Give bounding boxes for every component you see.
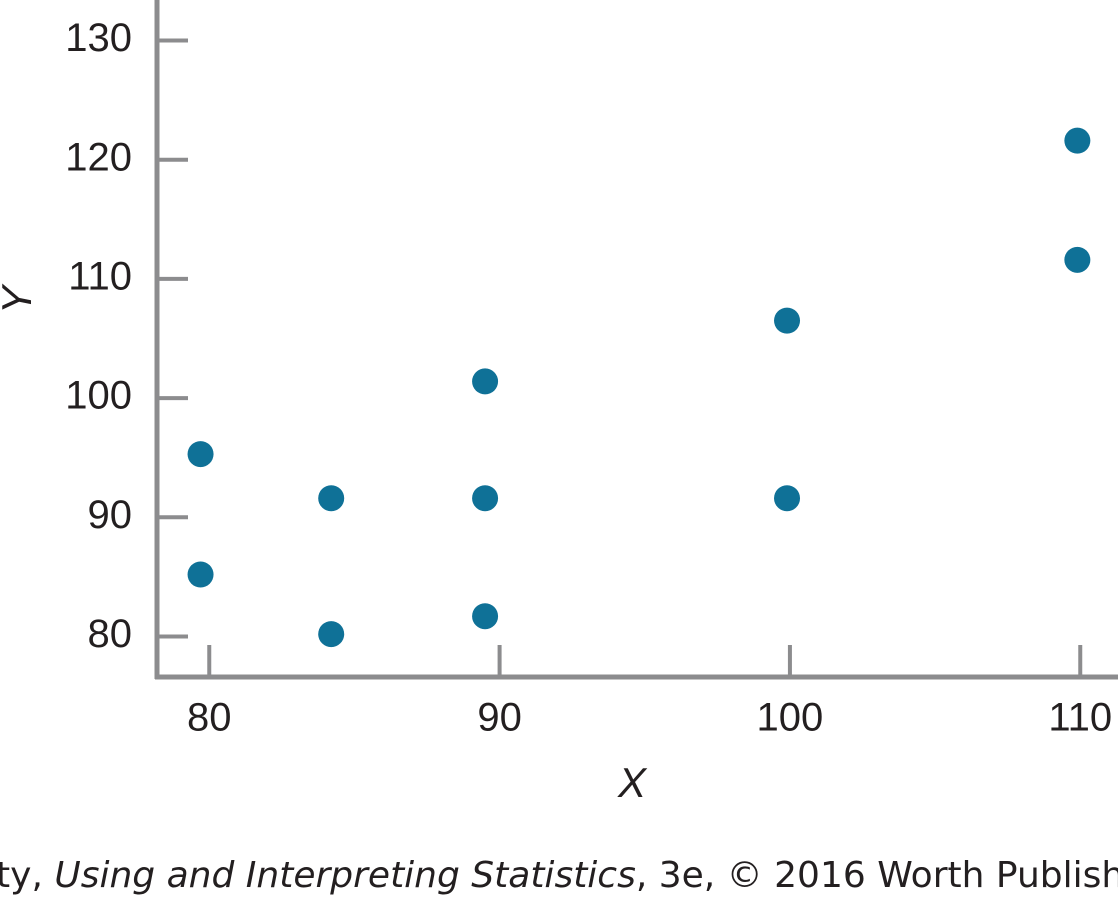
x-tick-label: 90: [477, 696, 522, 740]
point: [472, 603, 499, 630]
x-axis-title: X: [617, 759, 648, 806]
y-tick-label: 80: [88, 612, 133, 656]
point: [472, 485, 499, 512]
point: [318, 485, 345, 512]
point: [1064, 246, 1091, 273]
caption: Corty, Using and Interpreting Statistics…: [0, 855, 1118, 896]
point: [774, 485, 801, 512]
caption-part: , 3e, © 2016 Worth Publishers: [636, 855, 1118, 896]
y-axis-title: Y: [0, 283, 40, 314]
point: [318, 621, 345, 648]
x-tick-label: 110: [1048, 696, 1112, 740]
y-tick-label: 100: [65, 374, 132, 418]
x-tick-label: 80: [187, 696, 232, 740]
caption-part: Corty,: [0, 855, 54, 896]
y-tick-label: 90: [88, 493, 133, 537]
caption-part: Using and Interpreting Statistics: [54, 855, 635, 896]
point: [187, 441, 214, 468]
y-tick-label: 120: [65, 135, 132, 179]
point: [1064, 127, 1091, 154]
point: [774, 307, 801, 334]
y-tick-label: 110: [68, 254, 132, 298]
x-tick-label: 100: [757, 696, 824, 740]
point: [472, 368, 499, 395]
point: [187, 561, 214, 588]
y-tick-label: 130: [65, 16, 132, 60]
